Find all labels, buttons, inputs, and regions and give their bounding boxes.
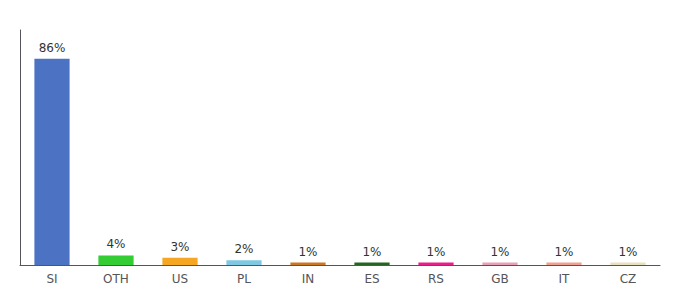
svg-text:GB: GB (491, 272, 509, 286)
svg-text:86%: 86% (39, 41, 66, 55)
svg-text:SI: SI (46, 272, 57, 286)
svg-text:1%: 1% (490, 245, 509, 259)
svg-text:1%: 1% (298, 245, 317, 259)
svg-text:4%: 4% (106, 237, 125, 251)
svg-text:OTH: OTH (103, 272, 129, 286)
svg-text:3%: 3% (170, 240, 189, 254)
svg-text:1%: 1% (618, 245, 637, 259)
svg-text:CZ: CZ (620, 272, 637, 286)
svg-text:IT: IT (559, 272, 571, 286)
svg-text:1%: 1% (426, 245, 445, 259)
svg-text:1%: 1% (554, 245, 573, 259)
svg-text:IN: IN (302, 272, 315, 286)
svg-text:ES: ES (364, 272, 379, 286)
svg-text:US: US (172, 272, 188, 286)
svg-text:1%: 1% (362, 245, 381, 259)
svg-text:2%: 2% (234, 242, 253, 256)
svg-text:PL: PL (237, 272, 251, 286)
svg-text:RS: RS (428, 272, 444, 286)
